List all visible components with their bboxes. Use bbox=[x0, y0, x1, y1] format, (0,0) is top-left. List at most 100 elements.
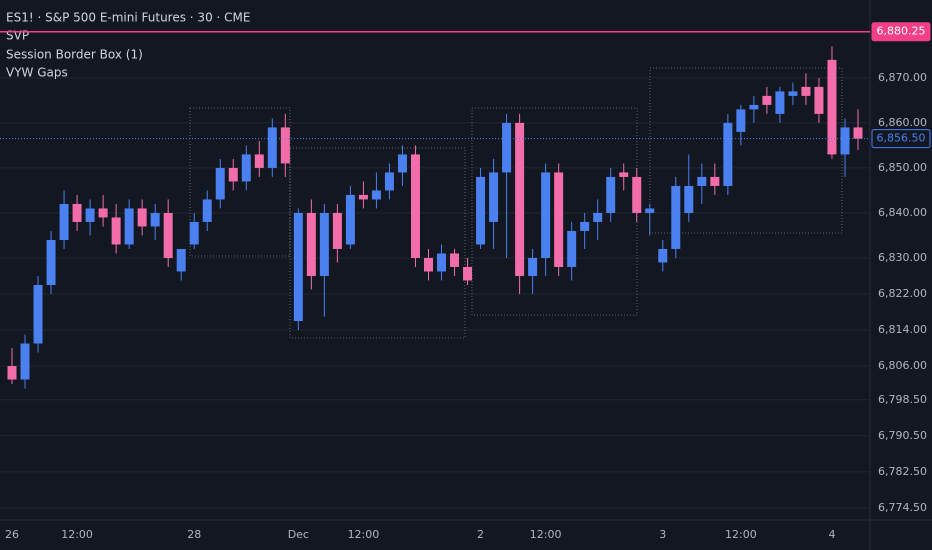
candle-body bbox=[254, 154, 264, 168]
candle-body bbox=[684, 185, 694, 213]
candle-body bbox=[476, 176, 486, 245]
y-tick-label: 6,806.00 bbox=[878, 359, 927, 372]
candle-body bbox=[450, 253, 460, 267]
candle-body bbox=[840, 127, 850, 155]
candle-body bbox=[606, 176, 616, 213]
price-label: 6,856.50 bbox=[877, 132, 926, 145]
y-tick-label: 6,790.50 bbox=[878, 429, 927, 442]
session-box bbox=[289, 147, 466, 339]
candle-body bbox=[489, 172, 499, 222]
candle-body bbox=[280, 127, 290, 164]
candle-body bbox=[241, 154, 251, 182]
candle-body bbox=[371, 190, 381, 200]
candle-body bbox=[111, 217, 121, 245]
x-tick-label: 12:00 bbox=[725, 528, 757, 541]
x-tick-label: 26 bbox=[5, 528, 19, 541]
candle-body bbox=[749, 104, 759, 110]
y-tick-label: 6,822.00 bbox=[878, 287, 927, 300]
candle-body bbox=[215, 167, 225, 200]
candle-body bbox=[137, 208, 147, 227]
candle-body bbox=[293, 212, 303, 322]
candle-body bbox=[632, 176, 642, 213]
candle-body bbox=[541, 172, 551, 258]
price-label-box bbox=[871, 22, 931, 42]
candle-body bbox=[384, 172, 394, 191]
y-tick-label: 6,840.00 bbox=[878, 206, 927, 219]
candle-body bbox=[397, 154, 407, 173]
session-boxes bbox=[189, 67, 843, 339]
candle-body bbox=[515, 122, 525, 276]
x-tick-label: 28 bbox=[187, 528, 201, 541]
price-label-box bbox=[871, 129, 931, 149]
candle-body bbox=[124, 208, 134, 245]
candle-body bbox=[788, 91, 798, 96]
indicator-label[interactable]: Session Border Box (1) bbox=[6, 48, 143, 62]
candle-body bbox=[150, 212, 160, 227]
candle-body bbox=[554, 172, 564, 267]
candle-body bbox=[593, 212, 603, 222]
candle-body bbox=[228, 167, 238, 182]
candle-body bbox=[697, 176, 707, 186]
x-tick-label: 3 bbox=[659, 528, 666, 541]
candle-body bbox=[437, 253, 447, 272]
y-tick-label: 6,850.00 bbox=[878, 161, 927, 174]
chart-title: ES1! · S&P 500 E-mini Futures · 30 · CME bbox=[6, 11, 250, 25]
y-tick-label: 6,798.50 bbox=[878, 393, 927, 406]
candle-body bbox=[410, 154, 420, 258]
candle-body bbox=[710, 176, 720, 186]
candle-body bbox=[7, 366, 17, 380]
x-tick-label: 4 bbox=[828, 528, 835, 541]
indicator-label[interactable]: SVP bbox=[6, 29, 29, 43]
candle-body bbox=[345, 194, 355, 245]
x-tick-label: 12:00 bbox=[530, 528, 562, 541]
y-tick-label: 6,774.50 bbox=[878, 501, 927, 514]
y-tick-label: 6,830.00 bbox=[878, 251, 927, 264]
candle-body bbox=[306, 212, 316, 276]
candle-body bbox=[423, 257, 433, 272]
candle-body bbox=[723, 122, 733, 186]
candle-body bbox=[736, 109, 746, 132]
candle-body bbox=[658, 248, 668, 263]
candle-body bbox=[502, 122, 512, 173]
candle-body bbox=[853, 127, 863, 139]
y-tick-label: 6,814.00 bbox=[878, 323, 927, 336]
candle-body bbox=[332, 212, 342, 249]
candle-body bbox=[72, 203, 82, 222]
candle-body bbox=[46, 239, 56, 285]
price-label: 6,880.25 bbox=[877, 25, 926, 38]
candle-body bbox=[267, 127, 277, 168]
x-tick-label: 2 bbox=[477, 528, 484, 541]
candle-body bbox=[528, 257, 538, 276]
y-tick-label: 6,860.00 bbox=[878, 116, 927, 129]
candle-body bbox=[163, 212, 173, 258]
y-tick-label: 6,870.00 bbox=[878, 71, 927, 84]
candle-body bbox=[801, 86, 811, 96]
candle-body bbox=[189, 221, 199, 245]
candle-body bbox=[762, 95, 772, 105]
candle-body bbox=[814, 86, 824, 114]
candle-body bbox=[176, 248, 186, 272]
candle-body bbox=[463, 266, 473, 281]
x-tick-label: Dec bbox=[288, 528, 309, 541]
candle-body bbox=[671, 185, 681, 249]
candle-body bbox=[98, 208, 108, 218]
x-tick-label: 12:00 bbox=[61, 528, 93, 541]
candle-body bbox=[580, 221, 590, 231]
y-tick-label: 6,782.50 bbox=[878, 465, 927, 478]
candle-body bbox=[358, 194, 368, 200]
candle-body bbox=[827, 59, 837, 155]
candle-body bbox=[645, 208, 655, 213]
x-tick-label: 12:00 bbox=[348, 528, 380, 541]
session-box bbox=[649, 67, 843, 234]
candle-body bbox=[775, 91, 785, 114]
candle-body bbox=[567, 230, 577, 267]
candle-body bbox=[319, 212, 329, 276]
candle-body bbox=[619, 172, 629, 177]
candle-body bbox=[20, 343, 30, 380]
candle-body bbox=[33, 284, 43, 344]
candle-body bbox=[85, 208, 95, 222]
candle-body bbox=[202, 199, 212, 222]
indicator-label[interactable]: VYW Gaps bbox=[6, 66, 68, 80]
